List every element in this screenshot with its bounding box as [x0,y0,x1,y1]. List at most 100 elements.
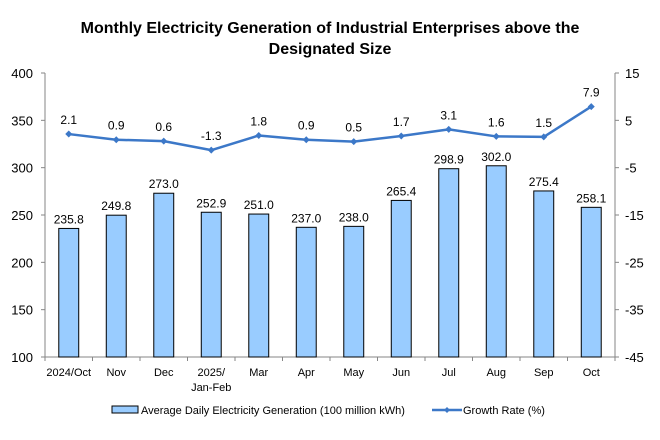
bar-value-label: 302.0 [481,150,511,164]
line-value-label: 1.6 [488,115,505,129]
right-y-tick-label: -45 [625,350,644,365]
x-tick-label: Jul [442,367,456,379]
bar [295,226,317,358]
left-y-tick-label: 100 [11,350,33,365]
x-tick-label: 2025/Jan-Feb [191,367,231,394]
x-tick-label: Nov [106,367,126,379]
bar [580,206,602,358]
x-tick-label: Mar [249,367,268,379]
line-point-marker [160,137,168,145]
line-value-label: 3.1 [440,108,457,122]
line-point-marker [540,133,548,141]
bar-value-label: 252.9 [196,196,226,210]
left-y-tick-label: 300 [11,161,33,176]
legend-line-marker [444,407,450,413]
line-value-label: 2.1 [60,113,77,127]
x-tick-label: Apr [298,367,315,379]
line-value-label: 1.7 [393,115,410,129]
bar [200,211,222,358]
line-value-label: 1.5 [535,116,552,130]
x-tick-label-line: Mar [249,367,268,379]
x-tick-label-line: 2024/Oct [46,367,91,379]
right-y-tick-label: -15 [625,208,644,223]
x-tick-label: May [343,367,364,379]
line-point-marker [492,132,500,140]
growth-line [68,105,592,152]
right-y-tick-label: -35 [625,303,644,318]
left-y-tick-label: 400 [11,66,33,81]
data-labels: 235.8 249.8 273.0 252.9 251.0 237.0 238.0 265.4… [54,86,607,227]
bar [533,190,555,358]
x-tick-label: Dec [154,367,174,379]
x-tick-label: Jun [392,367,410,379]
x-tick-label-line: Oct [583,367,600,379]
line-value-label: 0.6 [155,120,172,134]
x-tick-label-line: Aug [486,367,506,379]
line-point-marker [112,136,120,144]
bar-series [58,165,602,358]
x-tick-label: Oct [583,367,600,379]
line-value-label: 0.5 [345,121,362,135]
bar-value-label: 251.0 [244,198,274,212]
legend-bar-label: Average Daily Electricity Generation (10… [141,405,405,417]
line-point-marker [65,130,73,138]
x-tick-label-line: Jan-Feb [191,382,231,394]
bar-value-label: 235.8 [54,212,84,226]
x-tick-label-line: Sep [534,367,554,379]
right-y-tick-label: -5 [625,161,637,176]
bar [438,168,460,358]
bar [58,227,80,358]
bar-value-label: 298.9 [434,153,464,167]
bar [485,165,507,358]
x-tick-label: Aug [486,367,506,379]
x-tick-label-line: Apr [298,367,315,379]
chart-title-line-2: Designated Size [268,41,392,58]
legend-line-label: Growth Rate (%) [463,405,545,417]
bar [390,199,412,358]
line-point-marker [397,132,405,140]
line-point-marker [207,146,215,154]
bar-value-label: 273.0 [149,177,179,191]
bar-value-label: 258.1 [576,191,606,205]
bar-value-label: 275.4 [529,175,559,189]
axes: 100 150 200 250 300 350 400 -45 -35 -25 -15 -5 5 15 20… [11,66,644,394]
legend-bar-swatch [111,405,139,414]
x-tick-label-line: Jun [392,367,410,379]
left-y-tick-label: 150 [11,303,33,318]
bar [153,192,175,358]
x-tick-label-line: 2025/ [197,367,225,379]
bar [248,213,270,358]
line-point-marker [255,131,263,139]
bar [343,225,365,358]
line-series [65,103,595,154]
line-value-label: 0.9 [298,119,315,133]
right-y-tick-label: 15 [625,66,639,81]
line-value-label: 7.9 [583,86,600,100]
line-value-label: 1.8 [250,114,267,128]
left-y-tick-label: 350 [11,113,33,128]
legend: Average Daily Electricity Generation (10… [111,405,545,417]
right-y-tick-label: -25 [625,255,644,270]
left-y-tick-label: 250 [11,208,33,223]
x-tick-label: 2024/Oct [46,367,91,379]
line-value-label: 0.9 [108,119,125,133]
bar [105,214,127,358]
line-point-marker [587,103,595,111]
x-tick-label: Sep [534,367,554,379]
chart-title-line-1: Monthly Electricity Generation of Indust… [80,20,580,37]
x-tick-label-line: Jul [442,367,456,379]
bar-value-label: 265.4 [386,184,416,198]
chart-title: Monthly Electricity Generation of Indust… [0,18,660,60]
left-y-tick-label: 200 [11,255,33,270]
bar-value-label: 238.0 [339,210,369,224]
x-tick-label-line: May [343,367,364,379]
right-y-tick-label: 5 [625,113,632,128]
x-tick-label-line: Dec [154,367,174,379]
line-point-marker [350,138,358,146]
line-point-marker [445,125,453,133]
bar-value-label: 237.0 [291,211,321,225]
line-value-label: -1.3 [201,129,222,143]
x-tick-label-line: Nov [106,367,126,379]
bar-value-label: 249.8 [101,199,131,213]
